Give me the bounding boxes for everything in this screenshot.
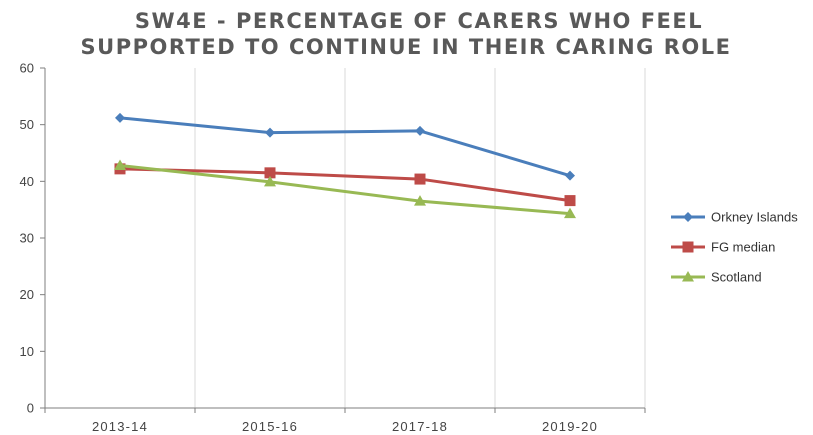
y-tick-label: 20 (20, 287, 34, 302)
legend-label: FG median (711, 240, 775, 255)
y-tick-label: 40 (20, 174, 34, 189)
x-tick-label: 2017-18 (392, 419, 448, 434)
data-point-fg-median (264, 167, 276, 179)
legend-swatch-marker (683, 212, 693, 222)
data-point-scotland (414, 195, 426, 206)
series-line-fg-median (119, 167, 571, 203)
x-tick-label: 2019-20 (542, 419, 598, 434)
series-line-scotland (119, 163, 571, 216)
y-tick-label: 60 (20, 61, 34, 76)
series-scotland (114, 159, 576, 219)
axes: 0 10 20 30 40 50 60 2013-14 2015-16 2017-18 2019-2… (20, 61, 646, 434)
legend: Orkney Islands FG median Scotland (671, 210, 798, 285)
y-tick-label: 30 (20, 231, 34, 246)
y-tick-label: 10 (20, 344, 34, 359)
y-tick-label: 50 (20, 117, 34, 132)
data-point-scotland (564, 207, 576, 219)
y-tick-label: 0 (27, 401, 34, 416)
data-point-scotland (264, 175, 276, 187)
data-point-orkney-islands (415, 125, 425, 136)
chart-title: SW4E - PERCENTAGE OF CARERS WHO FEEL SUP… (81, 9, 732, 59)
data-point-fg-median (414, 173, 426, 185)
series-orkney-islands (115, 112, 575, 181)
series (114, 112, 576, 219)
legend-item-orkney-islands: Orkney Islands (671, 210, 798, 225)
data-point-orkney-islands (565, 170, 575, 181)
grid-lines (194, 68, 646, 408)
series-line-orkney-islands (119, 116, 571, 178)
data-point-fg-median (564, 195, 576, 207)
x-tick-label: 2015-16 (242, 419, 298, 434)
legend-label: Scotland (711, 270, 762, 285)
legend-label: Orkney Islands (711, 210, 798, 225)
chart-title-line-1: SW4E - PERCENTAGE OF CARERS WHO FEEL (135, 9, 703, 33)
data-point-orkney-islands (115, 112, 125, 123)
data-point-scotland (114, 159, 126, 170)
x-tick-label: 2013-14 (92, 419, 148, 434)
legend-swatch-marker (682, 241, 694, 253)
legend-item-fg-median: FG median (671, 240, 775, 255)
data-point-orkney-islands (265, 127, 275, 138)
legend-swatch-marker (682, 271, 694, 282)
legend-item-scotland: Scotland (671, 270, 762, 285)
chart-title-line-2: SUPPORTED TO CONTINUE IN THEIR CARING RO… (81, 35, 732, 59)
